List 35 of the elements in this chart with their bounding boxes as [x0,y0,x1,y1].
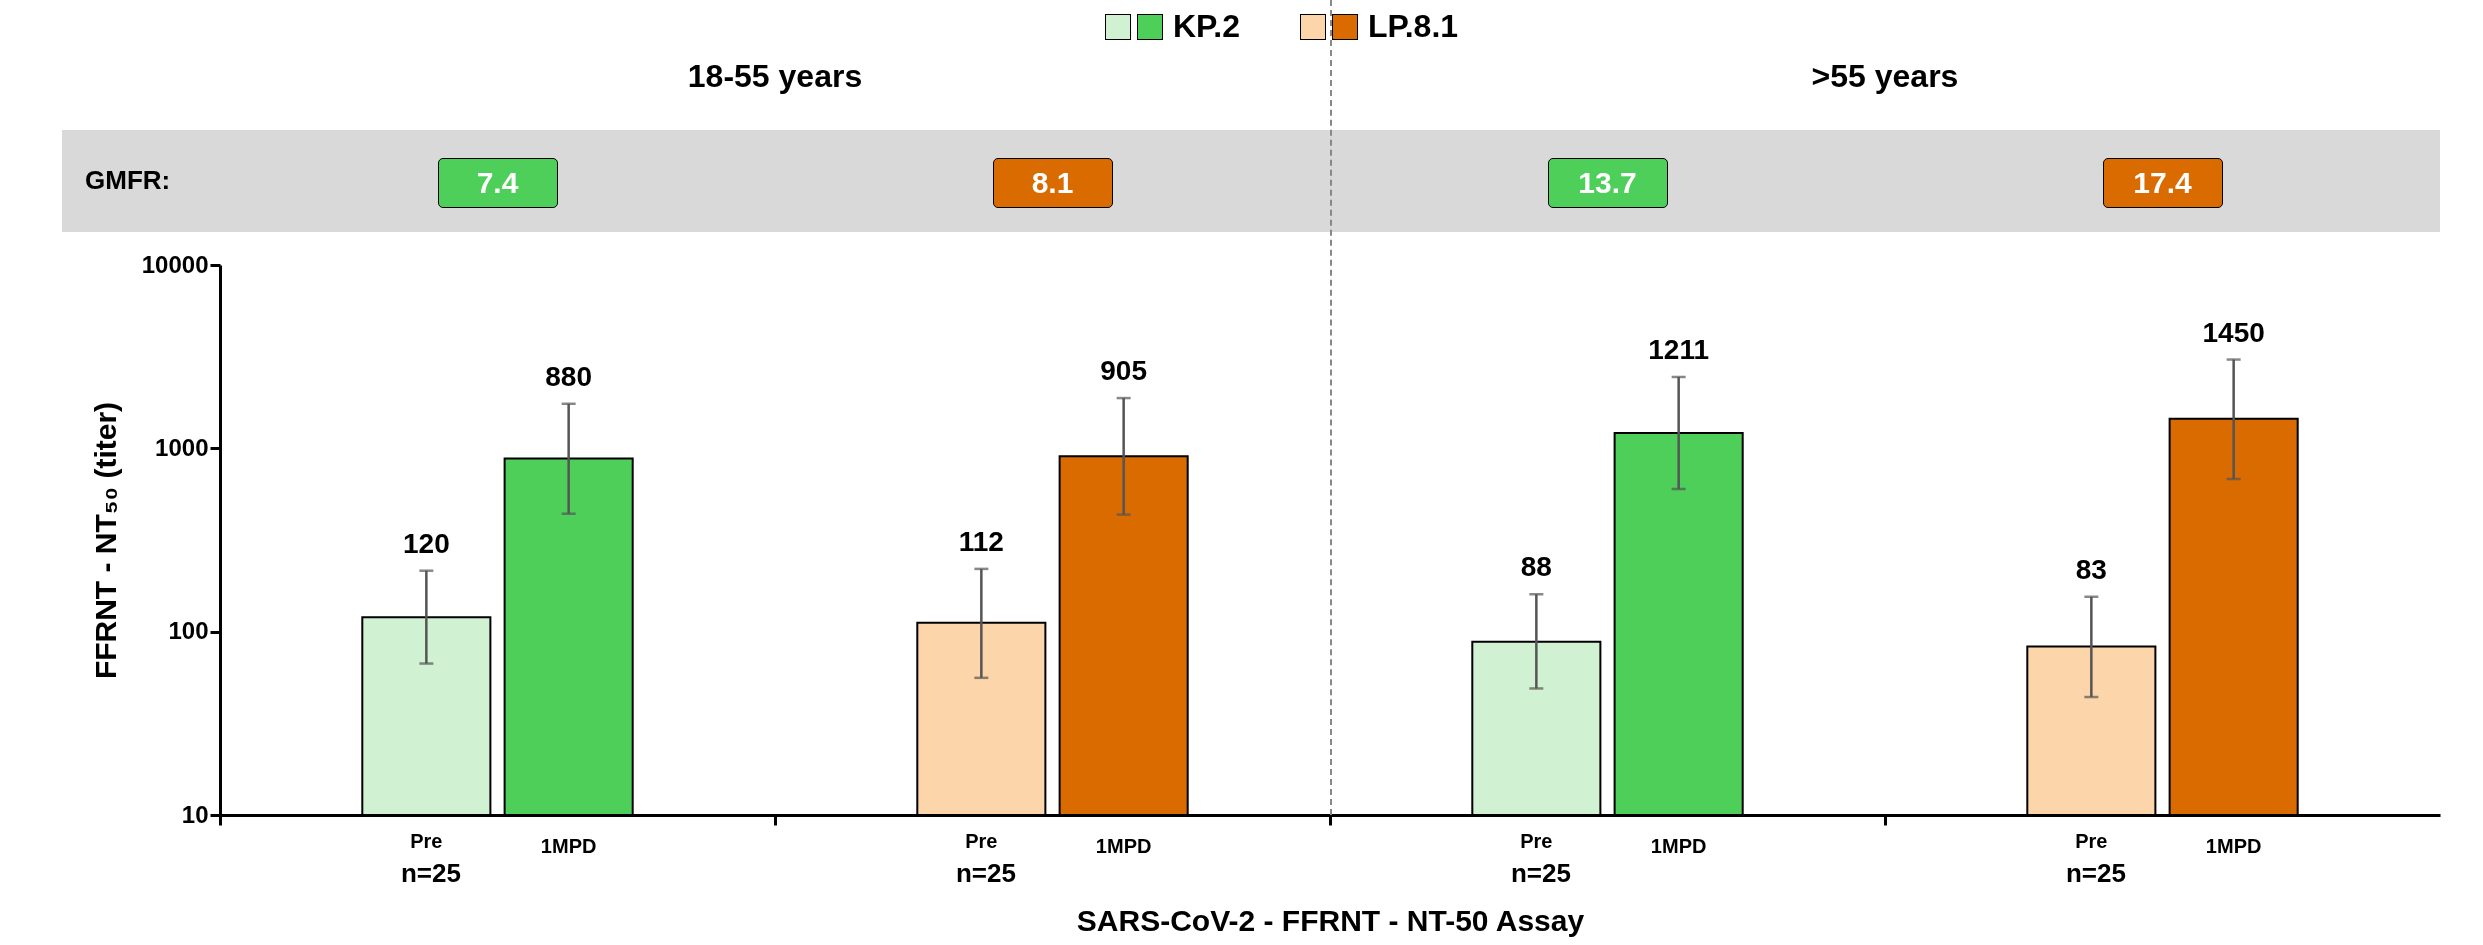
data-label: 905 [1100,355,1148,387]
text: 13.7 [1547,158,1668,208]
text: n=25 [2065,858,2126,888]
x-tick-label: 1MPD [540,834,597,857]
y-axis-title: FFRNT - NT₅₀ (titer) [88,401,122,680]
y-tick-label: 10000 [141,250,209,278]
text: 7.4 [437,158,558,208]
x-tick-label: Pre [1520,829,1553,852]
data-label: 1211 [1648,333,1710,365]
data-label: 112 [958,525,1004,557]
text: n=25 [1510,858,1571,888]
x-tick-label: 1MPD [2205,834,2262,857]
data-label: 120 [402,527,450,559]
x-axis-title: SARS-CoV-2 - FFRNT - NT-50 Assay [1076,904,1585,937]
y-tick-label: 1000 [155,433,209,461]
x-tick-label: Pre [410,829,443,852]
data-label: 83 [2075,553,2107,585]
text: GMFR: [85,165,171,196]
y-tick-label: 100 [168,617,209,645]
y-tick-label: 10 [181,800,209,828]
text: 8.1 [992,158,1113,208]
text: n=25 [400,858,461,888]
data-label: 1450 [2202,316,2265,348]
x-tick-label: 1MPD [1095,834,1152,857]
text: 18-55 years [687,58,863,95]
x-tick-label: Pre [965,829,998,852]
text: >55 years [1811,58,1959,95]
data-label: 88 [1520,551,1552,583]
text: 17.4 [2102,158,2223,208]
legend-label: KP.2 [1172,8,1240,45]
data-label: 880 [545,360,593,392]
x-tick-label: Pre [2075,829,2108,852]
x-tick-label: 1MPD [1650,834,1707,857]
legend-label: LP.8.1 [1367,8,1459,45]
text: n=25 [955,858,1016,888]
